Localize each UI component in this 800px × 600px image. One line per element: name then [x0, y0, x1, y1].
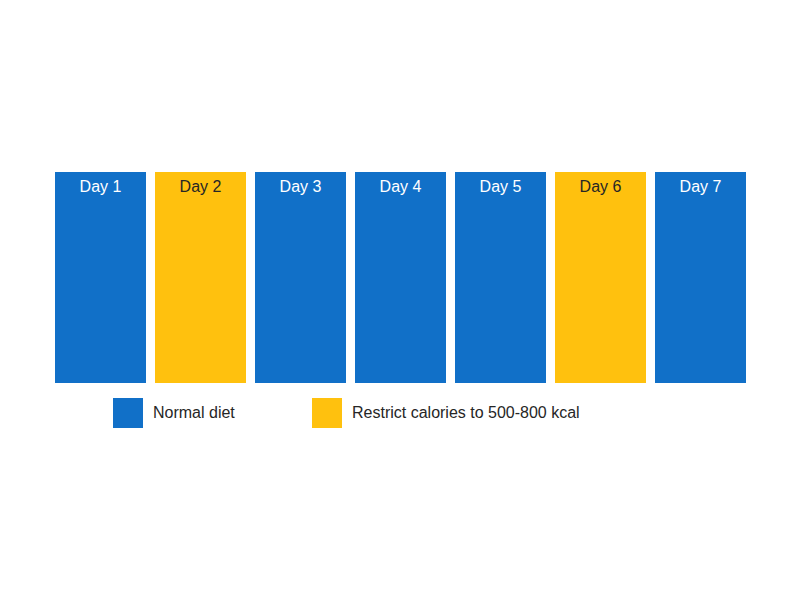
day-label: Day 6: [580, 177, 622, 196]
day-label: Day 7: [680, 177, 722, 196]
day-label: Day 5: [480, 177, 522, 196]
day-bar-5: Day 5: [455, 172, 546, 383]
day-bar-6: Day 6: [555, 172, 646, 383]
day-label: Day 1: [80, 177, 122, 196]
normal-diet-swatch: [113, 398, 143, 428]
day-bar-4: Day 4: [355, 172, 446, 383]
legend-label-normal-diet: Normal diet: [153, 398, 235, 428]
day-bar-2: Day 2: [155, 172, 246, 383]
diet-week-diagram: Day 1 Day 2 Day 3 Day 4 Day 5 Day 6 Day …: [0, 0, 800, 600]
legend-label-restricted-diet: Restrict calories to 500-800 kcal: [352, 398, 580, 428]
day-bar-3: Day 3: [255, 172, 346, 383]
day-label: Day 2: [180, 177, 222, 196]
day-bar-1: Day 1: [55, 172, 146, 383]
day-bar-7: Day 7: [655, 172, 746, 383]
restricted-diet-swatch: [312, 398, 342, 428]
day-bars-row: Day 1 Day 2 Day 3 Day 4 Day 5 Day 6 Day …: [55, 172, 746, 383]
legend-item-normal-diet: Normal diet: [113, 398, 235, 428]
legend-item-restricted-diet: Restrict calories to 500-800 kcal: [312, 398, 580, 428]
day-label: Day 4: [380, 177, 422, 196]
day-label: Day 3: [280, 177, 322, 196]
